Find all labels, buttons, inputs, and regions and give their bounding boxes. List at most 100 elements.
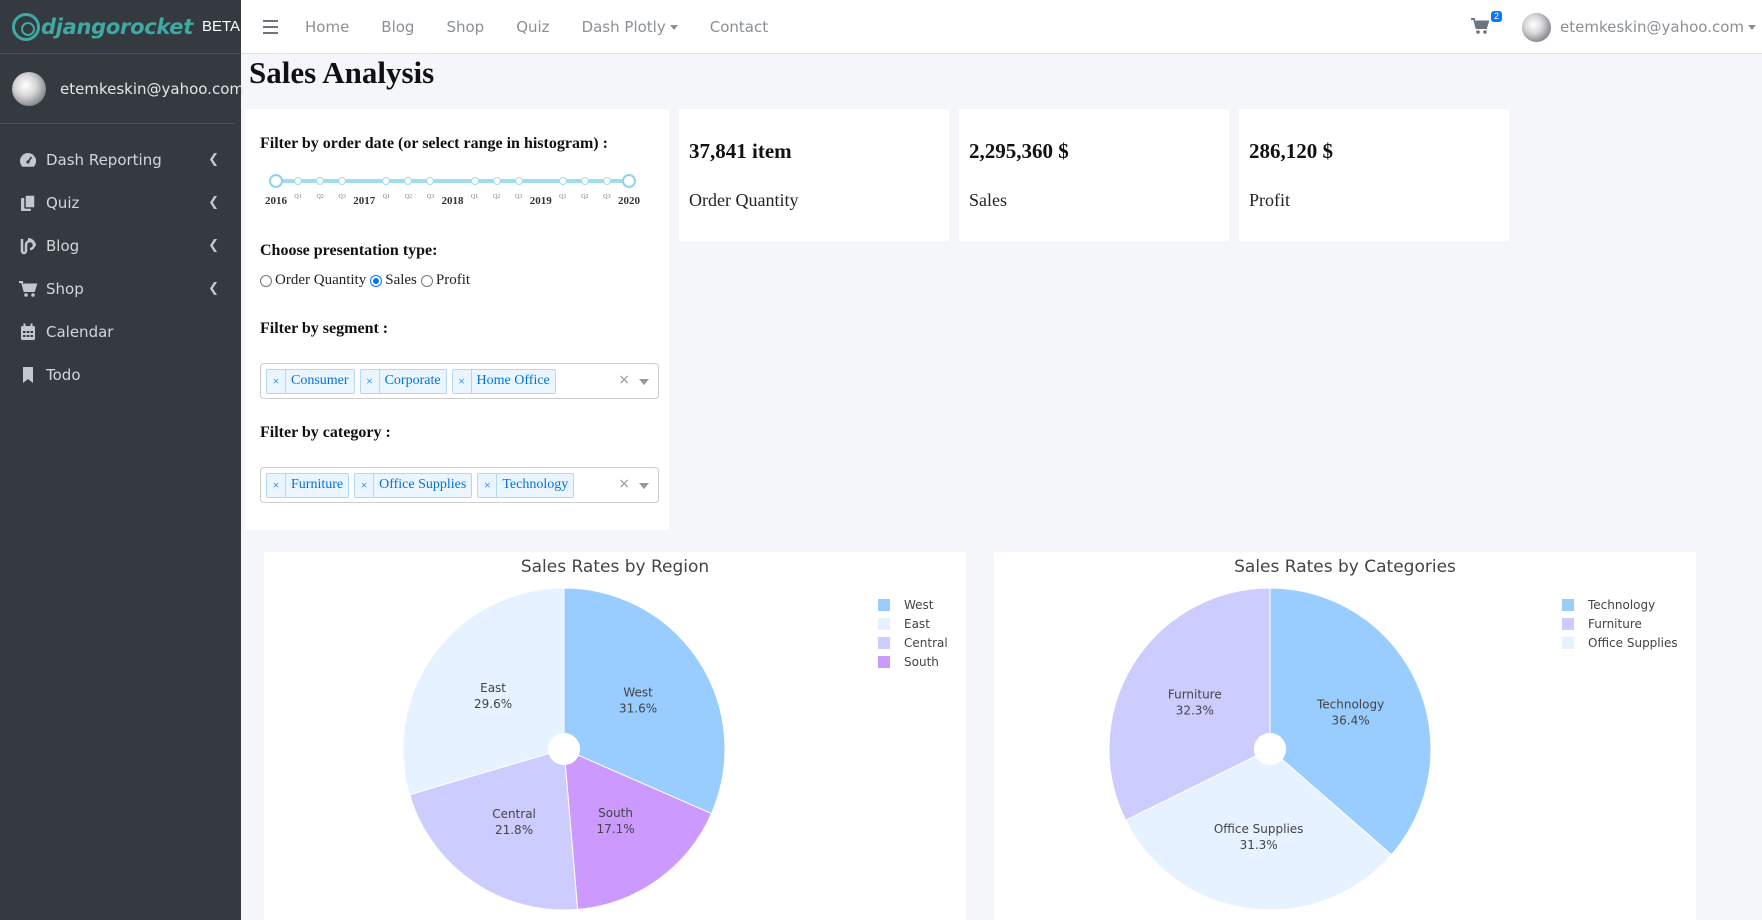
nav-link-label: Dash Plotly (581, 17, 666, 36)
chevron-left-icon: ❮ (208, 238, 219, 253)
nav-link-home[interactable]: Home (305, 17, 350, 36)
remove-tag-icon[interactable]: × (355, 473, 375, 497)
pie-slice-south[interactable] (563, 748, 713, 910)
pie-slice-central[interactable] (408, 748, 579, 911)
sidebar-item-label: Blog (46, 236, 80, 255)
slider-tick (470, 177, 479, 185)
caret-down-icon (1748, 24, 1756, 30)
nav-link-quiz[interactable]: Quiz (516, 17, 550, 36)
nav-dropdown-dash-plotly[interactable]: Dash Plotly (582, 18, 678, 36)
kpi-value: 2,295,360 $ (969, 139, 1069, 163)
sidebar-item-blog[interactable]: Blog ❮ (0, 224, 241, 267)
region-pie-chart[interactable]: West 31.6% South 17.1% Central 21.8% East 29.6% (264, 552, 966, 920)
radio-sales[interactable]: Sales (370, 272, 417, 289)
brand[interactable]: djangorocket BETA (0, 0, 241, 54)
sidebar-item-label: Todo (46, 365, 81, 384)
slider-quarter-label: Q1 (294, 194, 302, 200)
clear-all-icon[interactable]: × (618, 476, 630, 492)
nav-link-blog[interactable]: Blog (381, 17, 415, 36)
slice-label: Technology (1316, 697, 1384, 711)
legend-item[interactable]: East (878, 614, 948, 633)
sidebar-item-shop[interactable]: Shop ❮ (0, 267, 241, 310)
slice-label: Furniture (1168, 687, 1222, 701)
legend-item[interactable]: Central (878, 633, 948, 652)
dropdown-arrow-icon[interactable] (639, 379, 649, 385)
sidebar-item-quiz[interactable]: Quiz ❮ (0, 181, 241, 224)
legend-label: South (904, 654, 939, 669)
category-pie-chart[interactable]: Technology 36.4% Office Supplies 31.3% Furni… (994, 552, 1696, 920)
sidebar-item-label: Quiz (46, 193, 80, 212)
slider-quarter-label: Q2 (581, 194, 589, 200)
user-menu[interactable]: etemkeskin@yahoo.com (1522, 12, 1762, 42)
top-navbar: Home Blog Shop Quiz Dash Plotly Contact … (241, 0, 1762, 54)
sidebar-item-calendar[interactable]: Calendar (0, 310, 241, 353)
date-range-slider[interactable]: 2016 Q1 Q2 Q3 2017 Q1 Q2 Q3 2018 Q1 Q2 Q3 2019 Q1 Q2 Q3… (265, 167, 640, 207)
cart-button[interactable]: 2 (1470, 11, 1503, 37)
slider-tick (492, 177, 501, 185)
pie-slice-office-supplies[interactable] (1124, 748, 1393, 911)
pie-slice-west[interactable] (563, 587, 726, 815)
menu-toggle-icon[interactable] (263, 19, 291, 34)
brand-name: djangorocket (41, 14, 193, 39)
category-multiselect[interactable]: × Furniture × Office Supplies × Technology … (260, 467, 659, 503)
slice-percent-label: 36.4% (1332, 713, 1370, 727)
remove-tag-icon[interactable]: × (267, 369, 286, 393)
legend-item[interactable]: West (878, 595, 948, 614)
slider-tick (294, 177, 303, 185)
slider-tick (602, 177, 611, 185)
radio-order-quantity[interactable]: Order Quantity (260, 272, 366, 289)
legend-label: Office Supplies (1588, 635, 1678, 650)
remove-tag-icon[interactable]: × (478, 473, 498, 497)
tag-label: Technology (502, 477, 569, 492)
nav-link-shop[interactable]: Shop (446, 17, 485, 36)
slider-year-label: 2018 (441, 195, 464, 207)
remove-tag-icon[interactable]: × (267, 473, 286, 497)
kpi-value: 37,841 item (689, 139, 792, 163)
segment-multiselect[interactable]: × Consumer × Corporate × Home Office × (260, 363, 659, 399)
remove-tag-icon[interactable]: × (361, 369, 380, 393)
radio-button (260, 274, 272, 287)
legend-item[interactable]: Furniture (1562, 614, 1678, 633)
cart-count-badge: 2 (1491, 11, 1503, 22)
kpi-label: Sales (969, 190, 1007, 210)
chart-title: Sales Rates by Region (520, 557, 710, 577)
slider-start-handle[interactable] (269, 174, 283, 188)
rocket-logo-icon (12, 12, 40, 41)
pie-slice-technology[interactable] (1269, 587, 1432, 856)
radio-label: Order Quantity (275, 272, 367, 288)
clear-all-icon[interactable]: × (618, 372, 630, 388)
region-pie-chart-card: Sales Rates by Region West 31.6% South 17.1… (264, 552, 966, 920)
radio-label: Profit (435, 272, 471, 288)
legend-item[interactable]: South (878, 652, 948, 671)
sidebar-item-label: Calendar (46, 322, 114, 341)
slider-tick (316, 177, 325, 185)
legend-item[interactable]: Technology (1562, 595, 1678, 614)
slider-year-label: 2019 (529, 195, 552, 207)
pie-slice-furniture[interactable] (1108, 587, 1271, 821)
kpi-label: Order Quantity (689, 190, 799, 210)
slice-percent-label: 21.8% (495, 823, 533, 837)
sidebar-item-dash-reporting[interactable]: Dash Reporting ❮ (0, 138, 241, 181)
segment-tag: × Corporate (359, 368, 447, 394)
remove-tag-icon[interactable]: × (453, 369, 472, 393)
slice-percent-label: 32.3% (1176, 703, 1214, 717)
slice-percent-label: 31.6% (619, 702, 657, 716)
dropdown-arrow-icon[interactable] (639, 483, 649, 489)
nav-link-contact[interactable]: Contact (709, 17, 769, 36)
kpi-card-sales: 2,295,360 $ Sales (959, 109, 1229, 241)
legend-item[interactable]: Office Supplies (1562, 633, 1678, 652)
sidebar-user-email[interactable]: etemkeskin@yahoo.com (60, 79, 244, 98)
legend-swatch (878, 636, 890, 649)
sidebar-item-todo[interactable]: Todo (0, 353, 241, 396)
segment-filter-label: Filter by segment : (260, 320, 389, 337)
radio-profit[interactable]: Profit (420, 272, 471, 289)
legend-label: East (904, 616, 930, 631)
kpi-card-order-quantity: 37,841 item Order Quantity (679, 109, 949, 241)
category-tag: × Technology (477, 472, 575, 498)
slider-quarter-label: Q3 (338, 194, 346, 200)
slider-quarter-label: Q3 (515, 194, 523, 200)
pie-slice-east[interactable] (402, 587, 565, 796)
sidebar-user-panel[interactable]: etemkeskin@yahoo.com (0, 54, 244, 124)
slider-end-handle[interactable] (622, 174, 636, 188)
legend-swatch (878, 655, 890, 668)
